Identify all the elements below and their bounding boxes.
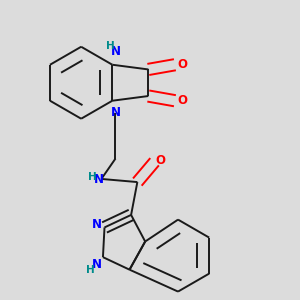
Text: H: H <box>88 172 97 182</box>
Text: O: O <box>155 154 165 167</box>
Text: N: N <box>111 45 121 58</box>
Text: H: H <box>86 265 95 275</box>
Text: N: N <box>110 106 121 119</box>
Text: N: N <box>94 173 104 186</box>
Text: N: N <box>92 218 102 231</box>
Text: O: O <box>178 58 188 71</box>
Text: N: N <box>92 259 102 272</box>
Text: H: H <box>106 41 115 51</box>
Text: O: O <box>178 94 188 107</box>
